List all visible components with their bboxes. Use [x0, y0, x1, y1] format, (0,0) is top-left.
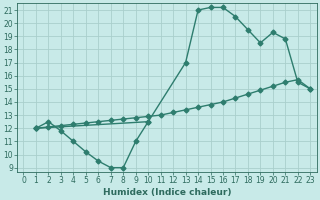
X-axis label: Humidex (Indice chaleur): Humidex (Indice chaleur): [103, 188, 231, 197]
